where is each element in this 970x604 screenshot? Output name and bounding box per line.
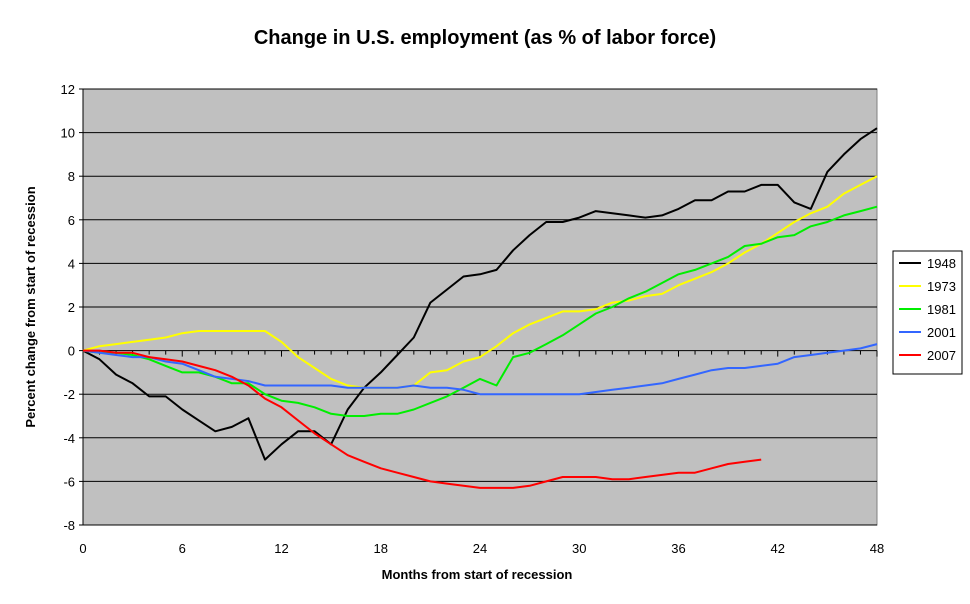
x-tick-label: 48 bbox=[870, 541, 884, 556]
y-tick-label: -2 bbox=[63, 387, 75, 402]
y-tick-label: 4 bbox=[68, 256, 75, 271]
x-axis-label: Months from start of recession bbox=[382, 567, 573, 582]
legend-box bbox=[892, 250, 963, 375]
y-tick-label: -6 bbox=[63, 474, 75, 489]
series-layer bbox=[82, 127, 878, 489]
legend-label: 2001 bbox=[927, 325, 956, 340]
y-tick-label: -8 bbox=[63, 518, 75, 533]
x-tick-label: 42 bbox=[771, 541, 785, 556]
x-tick-label: 0 bbox=[79, 541, 86, 556]
chart-title: Change in U.S. employment (as % of labor… bbox=[254, 27, 716, 49]
x-tick-label: 24 bbox=[473, 541, 487, 556]
series-line-2001 bbox=[82, 343, 878, 396]
x-tick-label: 6 bbox=[179, 541, 186, 556]
y-tick-label: 12 bbox=[61, 82, 75, 97]
series-line-2007 bbox=[83, 349, 762, 489]
series-line-1948 bbox=[82, 127, 878, 461]
y-tick-label: 8 bbox=[68, 169, 75, 184]
legend-label: 2007 bbox=[927, 348, 956, 363]
x-tick-label: 30 bbox=[572, 541, 586, 556]
y-tick-label: -4 bbox=[63, 431, 75, 446]
x-tick-label: 18 bbox=[374, 541, 388, 556]
legend-label: 1948 bbox=[927, 256, 956, 271]
y-tick-label: 2 bbox=[68, 300, 75, 315]
axes bbox=[79, 88, 878, 526]
x-tick-label: 12 bbox=[274, 541, 288, 556]
legend-label: 1981 bbox=[927, 302, 956, 317]
legend: 1948 1973 1981 2001 2007 bbox=[892, 250, 963, 375]
x-tick-label: 36 bbox=[671, 541, 685, 556]
y-tick-label: 6 bbox=[68, 213, 75, 228]
y-tick-label: 0 bbox=[68, 344, 75, 359]
legend-label: 1973 bbox=[927, 279, 956, 294]
series-line-1973 bbox=[82, 175, 878, 389]
y-tick-label: 10 bbox=[61, 126, 75, 141]
y-axis-label: Percent change from start of recession bbox=[23, 186, 38, 427]
